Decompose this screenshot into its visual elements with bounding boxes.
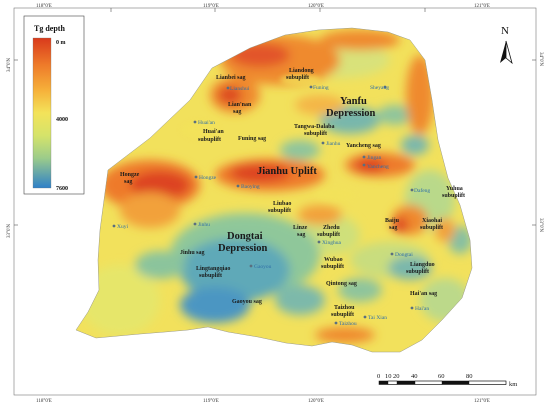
legend-title: Tg depth bbox=[34, 24, 65, 33]
unit-haian-sag: Hai'an sag bbox=[410, 291, 437, 297]
depth-surface bbox=[76, 28, 472, 352]
city-xinghua: Xinghua bbox=[322, 240, 342, 246]
coord-bottom-2: 119°0'E bbox=[203, 399, 219, 404]
unit-gaoyou-sag: Gaoyou sag bbox=[232, 299, 262, 305]
coord-left-1: 34°0'N bbox=[7, 58, 12, 72]
unit-liandong-line1: Liandong bbox=[289, 68, 314, 74]
unit-dongtai-line1: Dongtai bbox=[227, 231, 263, 242]
unit-xiaohai-line1: Xiaohai bbox=[422, 218, 442, 224]
unit-liandong-line2: subuplift bbox=[286, 75, 309, 81]
unit-lingtangqiao-line1: Lingtangqiao bbox=[196, 266, 230, 272]
unit-dongtai-line2: Depression bbox=[218, 243, 268, 254]
unit-huaian-sub-line1: Huai'an bbox=[203, 129, 224, 135]
unit-liubao-line1: Liubao bbox=[273, 201, 291, 207]
scale-tick-10: 10 bbox=[385, 373, 392, 380]
unit-wubao-line2: subuplift bbox=[321, 264, 344, 270]
unit-funing-sag: Funing sag bbox=[238, 136, 266, 142]
unit-zhedu-line2: subuplift bbox=[317, 232, 340, 238]
city-dafeng: Dafeng bbox=[414, 187, 430, 194]
depth-legend bbox=[23, 15, 85, 195]
coord-right-1: 34°0'N bbox=[538, 52, 543, 66]
coord-left-2: 33°0'N bbox=[7, 224, 12, 238]
scale-tick-60: 60 bbox=[438, 373, 445, 380]
city-huaian: Huai'an bbox=[198, 120, 215, 126]
city-sheyang: Sheyang bbox=[370, 85, 389, 91]
unit-liannan-line1: Lian'nan bbox=[228, 102, 252, 108]
city-markers bbox=[112, 85, 414, 325]
unit-linze-line2: sag bbox=[297, 232, 305, 238]
unit-liubao-line2: subuplift bbox=[268, 208, 291, 214]
unit-yancheng-sag: Yancheng sag bbox=[346, 143, 381, 149]
region-outline bbox=[75, 27, 473, 353]
unit-liangduo-line2: subuplift bbox=[406, 269, 429, 275]
unit-wubao-line1: Wubao bbox=[324, 257, 343, 263]
scale-bar bbox=[378, 380, 507, 385]
unit-liannan-line2: sag bbox=[233, 109, 241, 115]
legend-mid-label: 4000 bbox=[56, 117, 68, 123]
city-dongtai: Dongtai bbox=[395, 252, 413, 258]
legend-top-label: 0 m bbox=[56, 40, 66, 46]
north-arrow-label: N bbox=[501, 25, 509, 37]
map-frame bbox=[13, 7, 537, 396]
unit-taizhou-line1: Taizhou bbox=[334, 305, 355, 311]
coord-top-4: 121°0'E bbox=[474, 4, 490, 9]
unit-taizhou-line2: subuplift bbox=[331, 312, 354, 318]
unit-baiju-line2: sag bbox=[389, 225, 397, 231]
unit-hongze-line2: sag bbox=[124, 179, 132, 185]
unit-yuhua-line2: subuplift bbox=[442, 193, 465, 199]
scale-tick-40: 40 bbox=[411, 373, 418, 380]
city-xuyi: Xuyi bbox=[117, 224, 128, 230]
coord-bottom-4: 121°0'E bbox=[474, 399, 490, 404]
unit-lingtangqiao-line2: subuplift bbox=[199, 273, 222, 279]
unit-huaian-sub-line2: subuplift bbox=[198, 137, 221, 143]
city-jingan: Jingan bbox=[367, 155, 382, 161]
coord-right-2: 33°0'N bbox=[538, 218, 543, 232]
scale-tick-0: 0 bbox=[377, 373, 380, 380]
coord-bottom-1: 118°0'E bbox=[36, 399, 52, 404]
coord-top-2: 119°0'E bbox=[203, 4, 219, 9]
scale-tick-80: 80 bbox=[466, 373, 473, 380]
city-hongze: Hongze bbox=[199, 175, 217, 181]
unit-tangwa-line1: Tangwa-Dalaba bbox=[294, 124, 334, 130]
city-jianhu: Jianhu bbox=[326, 141, 341, 147]
city-taixian: Tai Xian bbox=[368, 315, 387, 321]
coord-bottom-3: 120°0'E bbox=[308, 399, 324, 404]
unit-baiju-line1: Baiju bbox=[385, 218, 400, 224]
scale-tick-20: 20 bbox=[393, 373, 400, 380]
unit-tangwa-line2: subuplift bbox=[304, 131, 327, 137]
city-jinhu: Jinhu bbox=[198, 222, 210, 228]
city-yancheng: Yancheng bbox=[367, 164, 389, 170]
unit-jinhu-sag: Jinhu sag bbox=[180, 250, 205, 256]
unit-hongze-line1: Hongze bbox=[120, 172, 140, 178]
scale-unit: km bbox=[509, 381, 517, 388]
unit-yanfu-line2: Depression bbox=[326, 108, 376, 119]
unit-jianhu-uplift: Jianhu Uplift bbox=[257, 166, 317, 177]
legend-bottom-label: 7600 bbox=[56, 186, 68, 192]
unit-liangduo-line1: Liangduo bbox=[410, 262, 435, 268]
city-taizhou: Taizhou bbox=[339, 321, 357, 327]
city-funing: Funing bbox=[313, 85, 329, 91]
unit-xiaohai-line2: subuplift bbox=[420, 225, 443, 231]
city-baoying: Baoying bbox=[241, 184, 260, 190]
city-gaoyou: Gaoyou bbox=[254, 264, 272, 270]
city-haian: Hai'an bbox=[415, 306, 429, 312]
unit-zhedu-line1: Zhedu bbox=[323, 225, 340, 231]
north-arrow-icon bbox=[500, 40, 513, 65]
coord-top-1: 118°0'E bbox=[36, 4, 52, 9]
city-lianshui: Lianshui bbox=[230, 86, 250, 92]
unit-qintong-sag: Qintong sag bbox=[326, 281, 357, 287]
unit-linze-line1: Linze bbox=[293, 225, 308, 231]
unit-lianbei-sag: Lianbei sag bbox=[216, 75, 246, 81]
unit-yuhua-line1: Yuhua bbox=[446, 186, 463, 192]
coord-top-3: 120°0'E bbox=[308, 4, 324, 9]
unit-yanfu-line1: Yanfu bbox=[340, 96, 367, 107]
